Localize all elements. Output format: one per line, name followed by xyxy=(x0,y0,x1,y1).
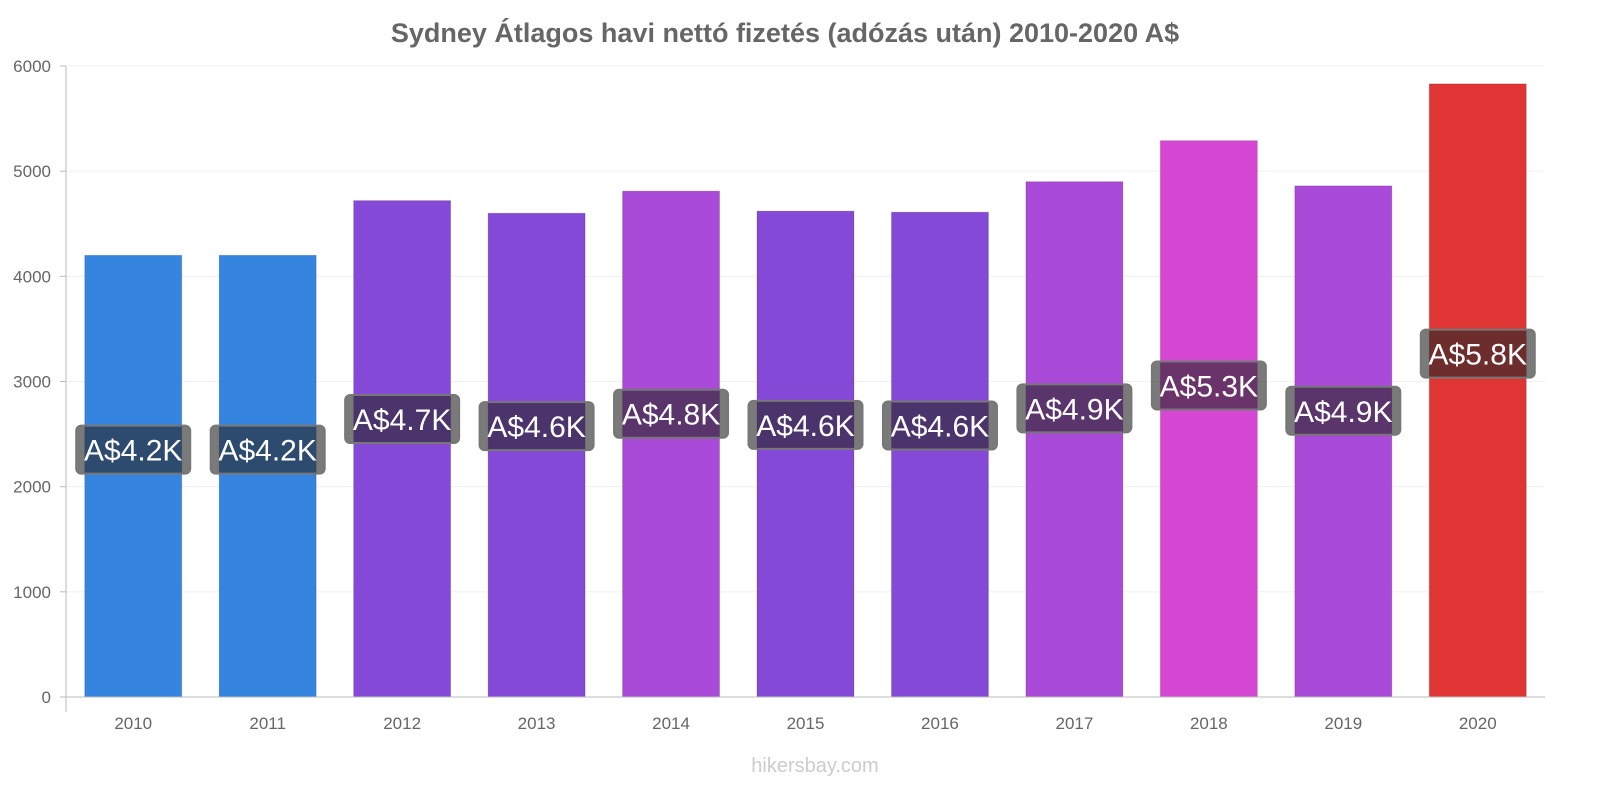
bar-2010 xyxy=(84,254,183,698)
x-tick-label: 2018 xyxy=(1190,714,1228,733)
data-label: A$4.2K xyxy=(84,435,182,468)
y-tick-label: 4000 xyxy=(13,267,51,286)
data-label-box xyxy=(1285,385,1402,436)
data-label: A$5.3K xyxy=(1160,370,1258,403)
data-label: A$4.9K xyxy=(1294,396,1392,429)
data-label-box xyxy=(613,388,730,439)
bar-2011 xyxy=(218,254,317,698)
data-label-box xyxy=(209,424,326,475)
bar-2017 xyxy=(1025,181,1124,698)
x-tick-label: 2019 xyxy=(1324,714,1362,733)
data-label: A$4.6K xyxy=(487,411,585,444)
y-tick-label: 0 xyxy=(42,688,51,707)
bar-2019 xyxy=(1294,185,1393,698)
data-label-box xyxy=(478,401,595,452)
bar-2016 xyxy=(890,211,989,698)
chart-title: Sydney Átlagos havi nettó fizetés (adózá… xyxy=(391,17,1179,48)
x-tick-label: 2016 xyxy=(921,714,959,733)
data-label: A$5.8K xyxy=(1429,339,1527,372)
data-label-box xyxy=(344,394,461,445)
x-tick-label: 2010 xyxy=(114,714,152,733)
bar-2015 xyxy=(756,210,855,698)
y-tick-label: 6000 xyxy=(13,57,51,76)
x-tick-label: 2013 xyxy=(518,714,556,733)
bar-2018 xyxy=(1159,140,1258,698)
x-tick-label: 2015 xyxy=(787,714,825,733)
data-label: A$4.7K xyxy=(353,404,451,437)
x-tick-label: 2014 xyxy=(652,714,690,733)
y-tick-label: 5000 xyxy=(13,162,51,181)
data-label: A$4.9K xyxy=(1025,393,1123,426)
x-tick-label: 2020 xyxy=(1459,714,1497,733)
x-tick-label: 2012 xyxy=(383,714,421,733)
x-tick-label: 2011 xyxy=(249,714,286,733)
bar-2013 xyxy=(487,212,586,698)
y-tick-label: 2000 xyxy=(13,478,51,497)
data-label: A$4.8K xyxy=(622,399,720,432)
x-tick-label: 2017 xyxy=(1055,714,1093,733)
data-label: A$4.6K xyxy=(756,410,854,443)
bar-2020 xyxy=(1428,83,1527,698)
data-label-box xyxy=(747,399,864,450)
y-tick-label: 1000 xyxy=(13,583,51,602)
data-label: A$4.2K xyxy=(218,435,316,468)
data-label-box xyxy=(881,400,998,451)
source-watermark: hikersbay.com xyxy=(751,755,878,777)
data-label: A$4.6K xyxy=(891,411,989,444)
y-tick-label: 3000 xyxy=(13,373,51,392)
bar-2012 xyxy=(353,200,452,698)
data-label-box xyxy=(1016,383,1133,434)
data-label-box xyxy=(75,424,192,475)
bar-2014 xyxy=(622,190,721,698)
data-label-box xyxy=(1419,328,1536,379)
data-label-box xyxy=(1150,360,1267,411)
